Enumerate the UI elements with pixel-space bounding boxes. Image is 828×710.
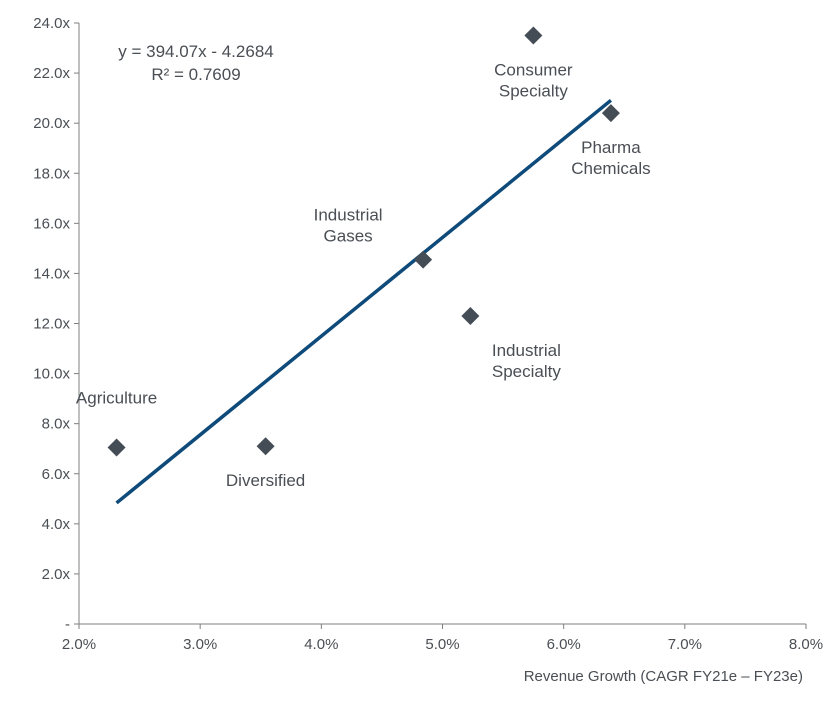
trendline-r-squared: R² = 0.7609 [151,65,240,84]
x-axis-ticks: 2.0% 3.0% 4.0% 5.0% 6.0% 7.0% 8.0% [62,624,823,653]
data-point-label-line: Gases [324,227,373,246]
data-point-label: Pharma Chemicals [571,138,650,178]
y-tick-label: 22.0x [33,65,70,82]
y-tick-label: 10.0x [33,366,70,383]
x-tick-label: 5.0% [425,636,459,653]
data-point-label: Industrial Gases [314,206,383,246]
data-point-label: Consumer Specialty [494,61,573,101]
y-tick-label: 24.0x [33,15,70,32]
y-tick-label: 20.0x [33,115,70,132]
y-tick-label: 16.0x [33,215,70,232]
data-point-marker [107,438,126,457]
y-tick-label: - [65,616,70,633]
x-tick-label: 4.0% [304,636,338,653]
data-point-marker [601,104,620,123]
data-point-label: Diversified [226,471,305,490]
y-tick-label: 8.0x [42,416,71,433]
trendline-equation: y = 394.07x - 4.2684 [118,42,273,61]
data-point-marker [524,26,543,45]
y-tick-label: 14.0x [33,265,70,282]
data-point-label-line: Diversified [226,471,305,490]
data-point-label-line: Consumer [494,61,573,80]
y-tick-label: 6.0x [42,466,71,483]
data-point-marker [461,306,480,325]
y-tick-label: 4.0x [42,516,71,533]
data-point-marker [414,250,433,269]
y-axis-ticks: - 2.0x 4.0x 6.0x 8.0x 10.0x 12.0x 14.0x 16.0x 18.… [33,15,79,633]
y-tick-label: 2.0x [42,566,71,583]
data-point-label-line: Agriculture [76,388,157,407]
x-tick-label: 8.0% [789,636,823,653]
data-point-label-line: Industrial [314,206,383,225]
y-tick-label: 12.0x [33,316,70,333]
data-point-label-line: Chemicals [571,159,650,178]
y-tick-label: 18.0x [33,165,70,182]
x-tick-label: 3.0% [183,636,217,653]
x-tick-label: 2.0% [62,636,96,653]
data-points [107,26,620,457]
data-point-label-line: Industrial [492,341,561,360]
x-axis-title: Revenue Growth (CAGR FY21e – FY23e) [524,668,803,685]
data-point-marker [256,437,275,456]
trendline [115,98,613,505]
data-point-label-line: Specialty [499,82,568,101]
x-tick-label: 7.0% [668,636,702,653]
data-point-label-line: Pharma [581,138,641,157]
x-tick-label: 6.0% [547,636,581,653]
data-point-label-line: Specialty [492,362,561,381]
data-point-label: Agriculture [76,388,157,407]
data-point-label: Industrial Specialty [492,341,561,381]
